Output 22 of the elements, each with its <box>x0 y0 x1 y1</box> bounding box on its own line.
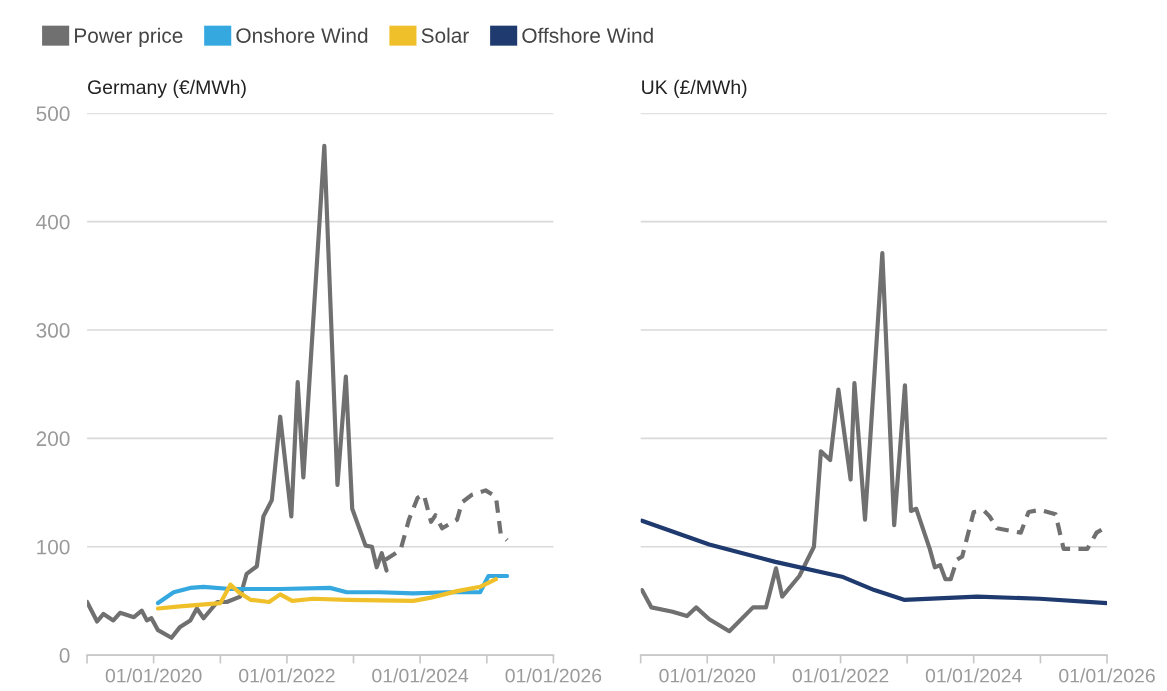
x-tick-label: 01/01/2024 <box>372 668 469 683</box>
line-series <box>155 577 499 611</box>
x-tick-label: 01/01/2020 <box>659 668 756 683</box>
legend-label: Power price <box>75 27 183 48</box>
chart-title: Germany (€/MWh) <box>88 79 246 98</box>
x-tick-label: 01/01/2022 <box>239 668 335 683</box>
x-tick-label: 01/01/2020 <box>105 668 202 683</box>
legend-label: Onshore Wind <box>236 27 368 43</box>
y-tick-label: 0 <box>59 648 70 663</box>
line-series <box>155 573 510 606</box>
x-tick-label: 01/01/2026 <box>505 668 602 683</box>
y-tick-label: 200 <box>36 431 70 447</box>
y-tick-label: 400 <box>36 214 70 230</box>
legend-label: Offshore Wind <box>522 27 653 43</box>
x-tick-label: 01/01/2024 <box>925 668 1022 683</box>
y-tick-label: 300 <box>36 323 70 338</box>
legend-label: Solar <box>421 27 469 43</box>
y-tick-label: 100 <box>37 539 70 555</box>
x-tick-label: 01/01/2022 <box>792 668 889 683</box>
chart-title: UK (£/MWh) <box>642 79 747 98</box>
x-tick-label: 01/01/2026 <box>1059 668 1155 683</box>
y-tick-label: 500 <box>36 106 70 122</box>
